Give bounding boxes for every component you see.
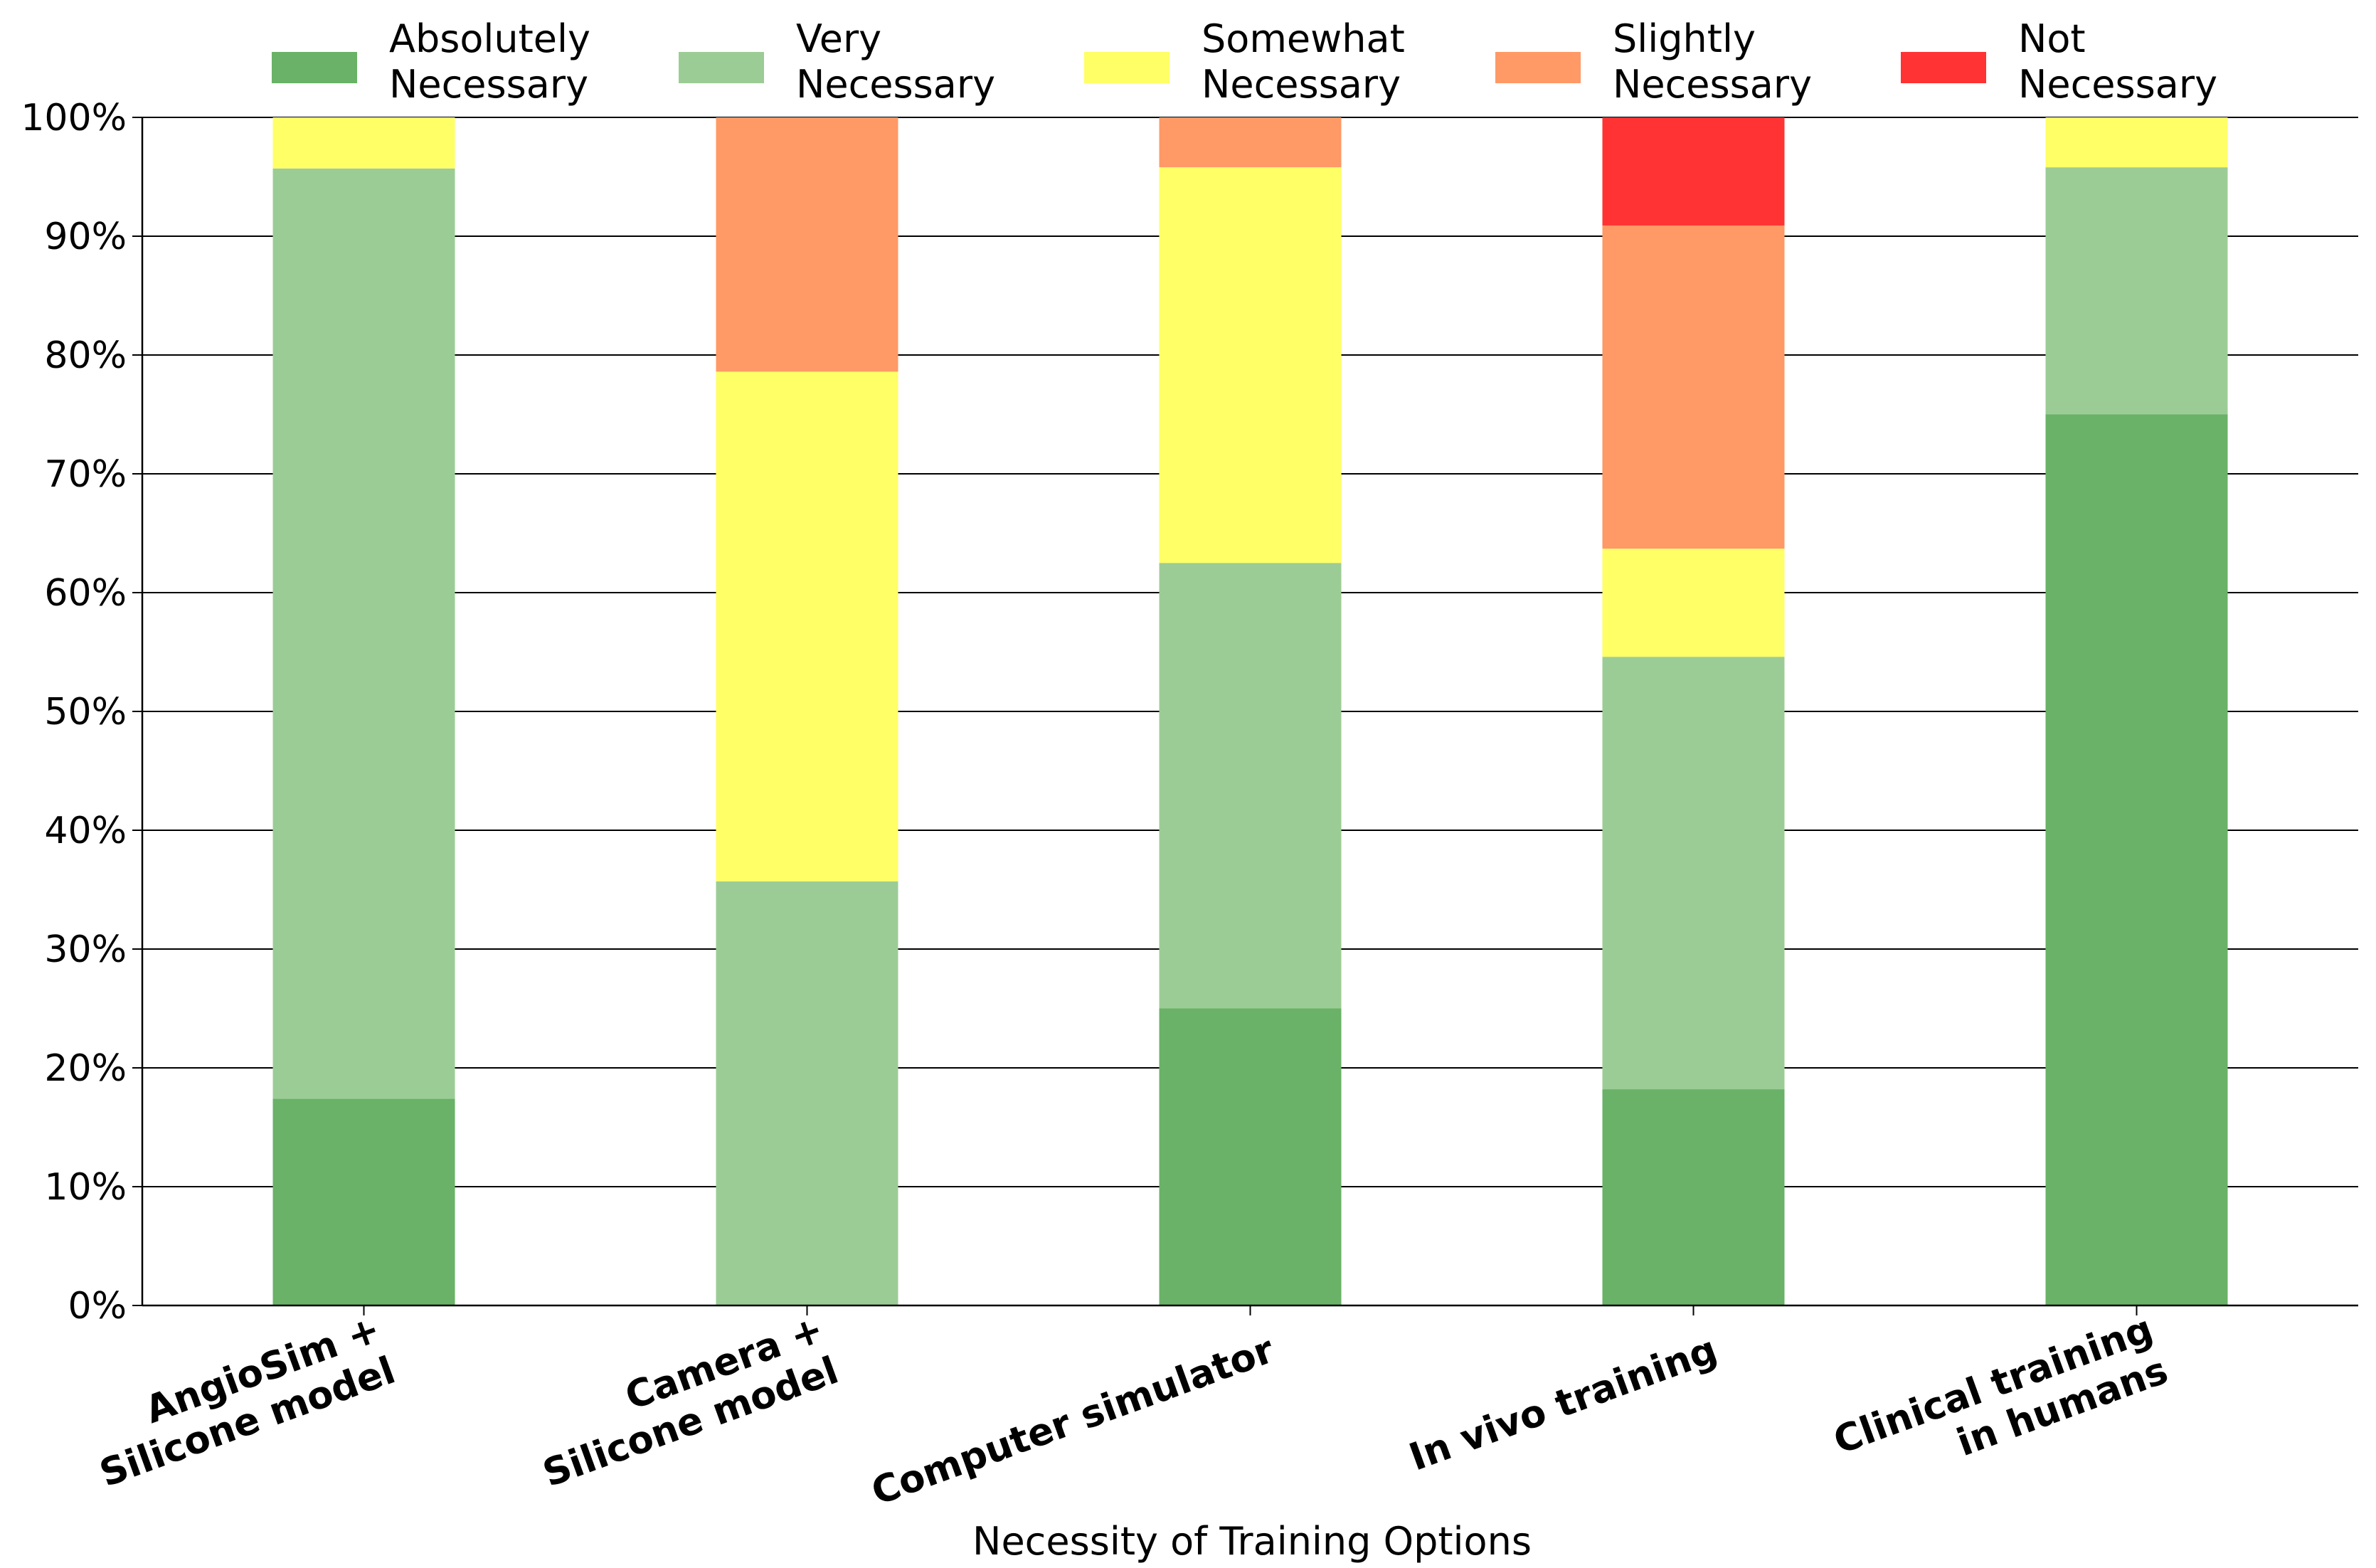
y-tick-label: 80%: [44, 334, 127, 377]
legend: Absolutely Necessary Very Necessary Somewhat…: [272, 16, 2217, 107]
bar-segment: [1159, 167, 1342, 563]
bar-segment: [2045, 414, 2228, 1305]
y-tick-label: 0%: [68, 1285, 127, 1328]
bar-segment: [716, 117, 898, 372]
legend-label: Slightly Necessary: [1613, 16, 1812, 107]
bar-segment: [272, 1098, 455, 1305]
y-tick-label: 70%: [44, 453, 127, 496]
legend-swatch: [1901, 52, 1986, 83]
legend-label: Absolutely Necessary: [389, 16, 590, 107]
bar-segment: [1159, 1008, 1342, 1305]
legend-swatch: [1084, 52, 1170, 83]
y-tick-label: 50%: [44, 691, 127, 733]
legend-label: Somewhat Necessary: [1202, 16, 1405, 107]
y-tick-label: 30%: [44, 928, 127, 971]
bar-segment: [272, 117, 455, 169]
bar-segment: [1602, 225, 1785, 549]
bar-segment: [272, 168, 455, 1099]
legend-swatch: [679, 52, 764, 83]
bar-segment: [1602, 117, 1785, 226]
bar-segment: [2045, 117, 2228, 168]
bar-segment: [716, 881, 898, 1305]
bar-segment: [716, 371, 898, 881]
bar-segment: [1602, 549, 1785, 657]
legend-swatch: [272, 52, 357, 83]
bar-segment: [1602, 1089, 1785, 1305]
y-tick-label: 90%: [44, 216, 127, 258]
y-tick-label: 100%: [21, 97, 127, 139]
bar-segment: [2045, 167, 2228, 415]
x-tick-label: AngioSim +Silicone model: [79, 1308, 401, 1496]
legend-swatch: [1495, 52, 1581, 83]
legend-label: Not Necessary: [2018, 16, 2217, 107]
x-axis-ticks: AngioSim +Silicone model Camera +Silicone…: [79, 1305, 2174, 1514]
x-tick-label: Clinical trainingin humans: [1828, 1308, 2174, 1505]
y-tick-label: 10%: [44, 1166, 127, 1209]
y-tick-label: 20%: [44, 1047, 127, 1090]
bar-segment: [1159, 563, 1342, 1009]
bar-segment: [1602, 657, 1785, 1090]
bars: [272, 117, 2228, 1305]
bar-segment: [1159, 117, 1342, 168]
y-tick-label: 40%: [44, 810, 127, 852]
legend-label: Very Necessary: [796, 16, 995, 107]
x-axis-label: Necessity of Training Options: [972, 1519, 1532, 1564]
x-tick-label: Camera +Silicone model: [522, 1308, 844, 1496]
y-tick-label: 60%: [44, 572, 127, 615]
y-axis-ticks: 0% 10% 20% 30% 40% 50% 60% 70% 80% 90% 100%: [21, 97, 142, 1328]
x-tick-label: In vivo training: [1404, 1328, 1722, 1480]
x-tick-label: Computer simulator: [866, 1328, 1279, 1514]
